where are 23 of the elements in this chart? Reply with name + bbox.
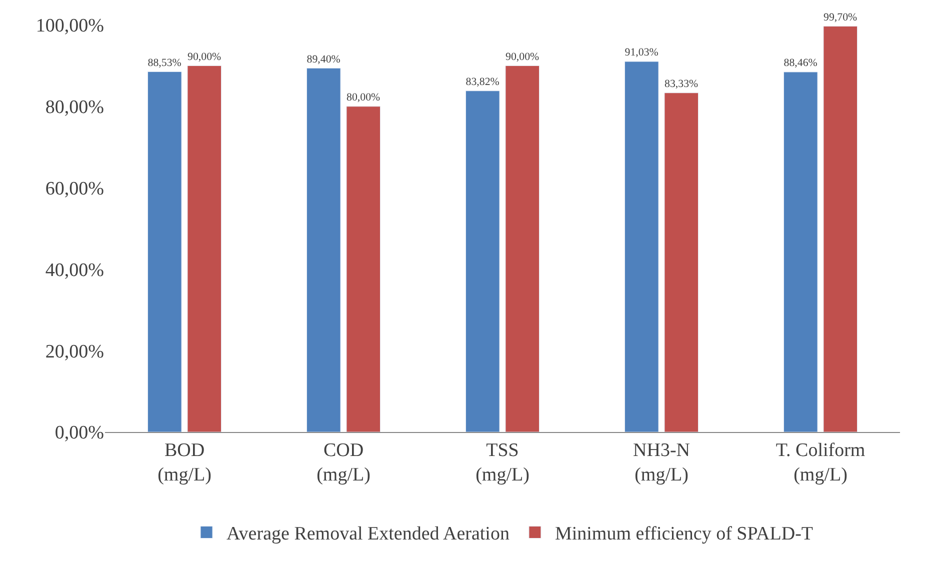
data-label: 90,00%	[506, 50, 540, 63]
data-label: 83,33%	[664, 78, 698, 90]
data-label: 91,03%	[624, 46, 658, 59]
x-tick-label: T. Coliform (mg/L)	[776, 440, 866, 486]
y-tick-label: 100,00%	[36, 16, 104, 37]
legend-label: Average Removal Extended Aeration	[226, 524, 510, 545]
data-label: 89,40%	[306, 53, 340, 66]
data-label: 83,82%	[466, 76, 500, 88]
data-label: 88,53%	[148, 56, 182, 69]
y-tick-label: 60,00%	[45, 178, 104, 200]
legend-label: Minimum efficiency of SPALD-T	[554, 524, 814, 545]
data-label: 90,00%	[188, 50, 222, 63]
x-tick-label: NH3-N (mg/L)	[633, 440, 690, 486]
data-label: 88,46%	[784, 57, 818, 70]
x-tick-label: TSS (mg/L)	[476, 440, 530, 486]
y-tick-label: 80,00%	[45, 97, 104, 118]
x-tick-label: BOD (mg/L)	[158, 440, 212, 486]
y-tick-label: 0,00%	[54, 422, 104, 444]
y-tick-label: 40,00%	[45, 260, 104, 281]
data-label: 80,00%	[346, 92, 380, 104]
x-tick-label: COD (mg/L)	[316, 440, 370, 486]
y-tick-label: 20,00%	[45, 341, 104, 362]
data-label: 99,70%	[824, 11, 858, 24]
